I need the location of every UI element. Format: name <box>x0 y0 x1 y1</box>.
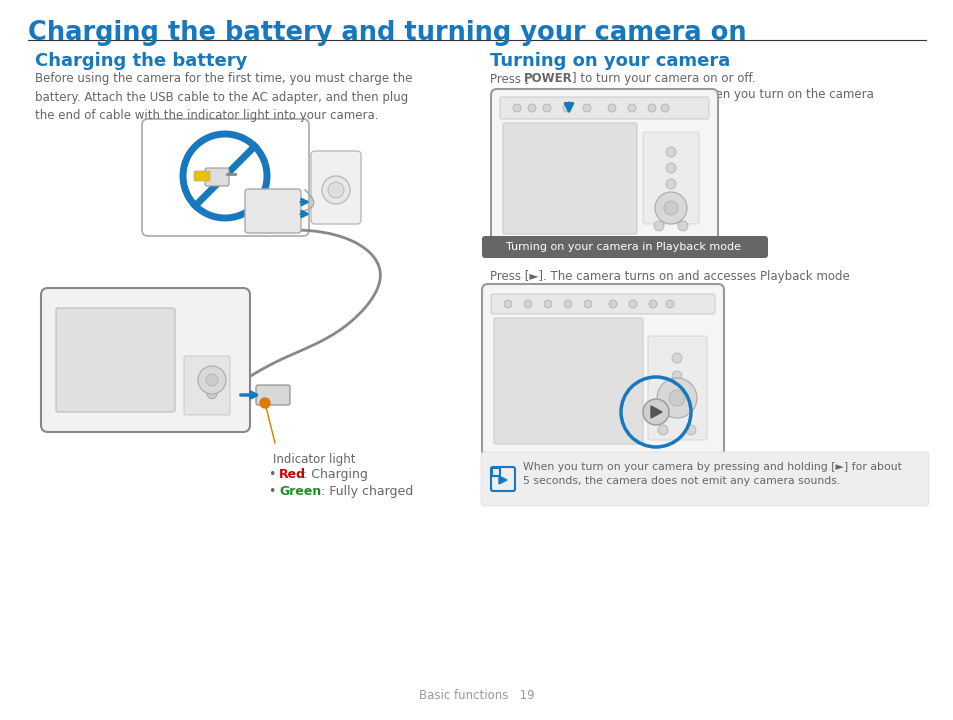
Circle shape <box>642 399 668 425</box>
Text: : Fully charged: : Fully charged <box>320 485 413 498</box>
Text: for the first time. (p. 21): for the first time. (p. 21) <box>501 102 645 115</box>
Circle shape <box>654 221 663 231</box>
FancyBboxPatch shape <box>499 97 708 119</box>
Circle shape <box>671 353 681 363</box>
Circle shape <box>523 300 532 308</box>
FancyBboxPatch shape <box>642 132 699 224</box>
FancyBboxPatch shape <box>311 151 360 224</box>
Text: immediately.: immediately. <box>490 284 566 297</box>
Text: Press [►]. The camera turns on and accesses Playback mode: Press [►]. The camera turns on and acces… <box>490 270 849 283</box>
Circle shape <box>665 300 673 308</box>
Circle shape <box>648 300 657 308</box>
Text: Turning on your camera in Playback mode: Turning on your camera in Playback mode <box>506 242 740 252</box>
Circle shape <box>582 104 590 112</box>
FancyBboxPatch shape <box>480 452 928 506</box>
Text: Green: Green <box>278 485 321 498</box>
Circle shape <box>665 179 676 189</box>
FancyBboxPatch shape <box>193 171 210 181</box>
Text: Indicator light: Indicator light <box>273 453 355 466</box>
FancyBboxPatch shape <box>481 236 767 258</box>
Circle shape <box>583 300 592 308</box>
Text: Red: Red <box>278 468 306 481</box>
FancyBboxPatch shape <box>494 318 642 444</box>
FancyBboxPatch shape <box>502 123 637 234</box>
Text: Press [: Press [ <box>490 72 529 85</box>
FancyBboxPatch shape <box>491 89 718 246</box>
Text: •  The initial setup screen appears when you turn on the camera: • The initial setup screen appears when … <box>490 88 873 101</box>
Circle shape <box>608 300 617 308</box>
FancyBboxPatch shape <box>245 189 301 233</box>
Circle shape <box>562 104 571 112</box>
FancyBboxPatch shape <box>205 168 229 186</box>
Text: Before using the camera for the first time, you must charge the
battery. Attach : Before using the camera for the first ti… <box>35 72 412 122</box>
Text: POWER: POWER <box>523 72 572 85</box>
Text: Basic functions   19: Basic functions 19 <box>418 689 535 702</box>
Circle shape <box>322 176 350 204</box>
FancyBboxPatch shape <box>647 336 706 440</box>
FancyBboxPatch shape <box>41 288 250 432</box>
Circle shape <box>647 104 656 112</box>
FancyBboxPatch shape <box>481 284 723 456</box>
Text: •: • <box>269 468 280 481</box>
Circle shape <box>657 378 697 418</box>
Text: •: • <box>269 485 280 498</box>
Circle shape <box>207 366 216 377</box>
Text: ] to turn your camera on or off.: ] to turn your camera on or off. <box>572 72 755 85</box>
Circle shape <box>543 300 552 308</box>
FancyBboxPatch shape <box>184 356 230 415</box>
Circle shape <box>207 389 216 399</box>
Circle shape <box>527 104 536 112</box>
Text: Turning on your camera: Turning on your camera <box>490 52 729 70</box>
FancyBboxPatch shape <box>142 119 309 236</box>
Circle shape <box>671 371 681 381</box>
Circle shape <box>658 425 667 435</box>
Circle shape <box>627 104 636 112</box>
Circle shape <box>328 182 344 198</box>
Circle shape <box>563 300 572 308</box>
Circle shape <box>663 201 678 215</box>
Circle shape <box>206 374 218 386</box>
FancyBboxPatch shape <box>56 308 174 412</box>
Polygon shape <box>498 476 506 484</box>
Circle shape <box>668 390 684 406</box>
Circle shape <box>628 300 637 308</box>
Text: When you turn on your camera by pressing and holding [►] for about
5 seconds, th: When you turn on your camera by pressing… <box>522 462 901 486</box>
Circle shape <box>513 104 520 112</box>
Circle shape <box>660 104 668 112</box>
Circle shape <box>665 163 676 173</box>
Text: : Charging: : Charging <box>303 468 368 481</box>
Circle shape <box>685 425 696 435</box>
FancyBboxPatch shape <box>491 294 714 314</box>
Circle shape <box>607 104 616 112</box>
Circle shape <box>542 104 551 112</box>
Circle shape <box>678 221 687 231</box>
Text: Charging the battery: Charging the battery <box>35 52 247 70</box>
Circle shape <box>260 398 270 408</box>
Circle shape <box>665 147 676 157</box>
Circle shape <box>198 366 226 394</box>
Circle shape <box>207 378 216 388</box>
Circle shape <box>655 192 686 224</box>
FancyBboxPatch shape <box>255 385 290 405</box>
Polygon shape <box>650 406 661 418</box>
Circle shape <box>503 300 512 308</box>
Text: Charging the battery and turning your camera on: Charging the battery and turning your ca… <box>28 20 746 46</box>
